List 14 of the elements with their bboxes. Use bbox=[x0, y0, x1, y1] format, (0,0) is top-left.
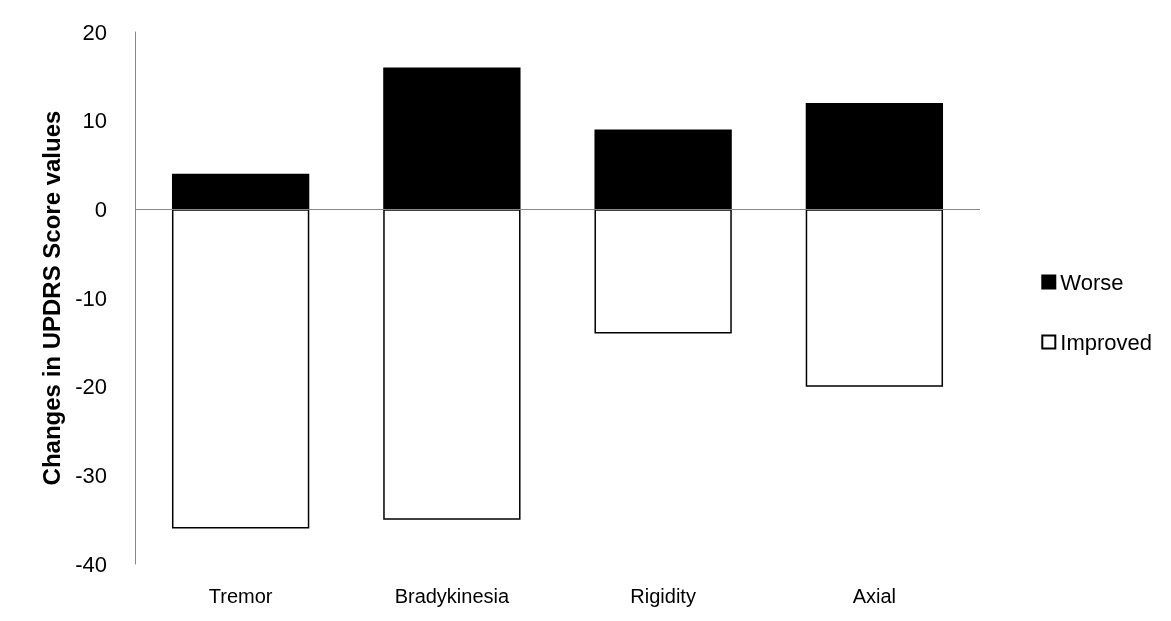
y-tick-label: -40 bbox=[75, 551, 107, 577]
legend-label: Worse bbox=[1060, 269, 1124, 295]
y-tick-label: -10 bbox=[75, 285, 107, 311]
x-tick-label: Rigidity bbox=[630, 585, 696, 607]
y-tick-label: 10 bbox=[82, 108, 107, 134]
y-tick-label: 20 bbox=[82, 19, 107, 45]
y-tick-label: 0 bbox=[94, 196, 107, 222]
legend-label: Improved bbox=[1060, 329, 1153, 355]
y-axis-title: Changes in UPDRS Score values bbox=[37, 110, 65, 486]
x-tick-label: Bradykinesia bbox=[394, 585, 510, 607]
y-tick-label: -30 bbox=[75, 462, 107, 488]
x-tick-label: Axial bbox=[852, 585, 897, 607]
y-tick-label: -20 bbox=[75, 374, 107, 400]
x-tick-label: Tremor bbox=[208, 585, 273, 607]
